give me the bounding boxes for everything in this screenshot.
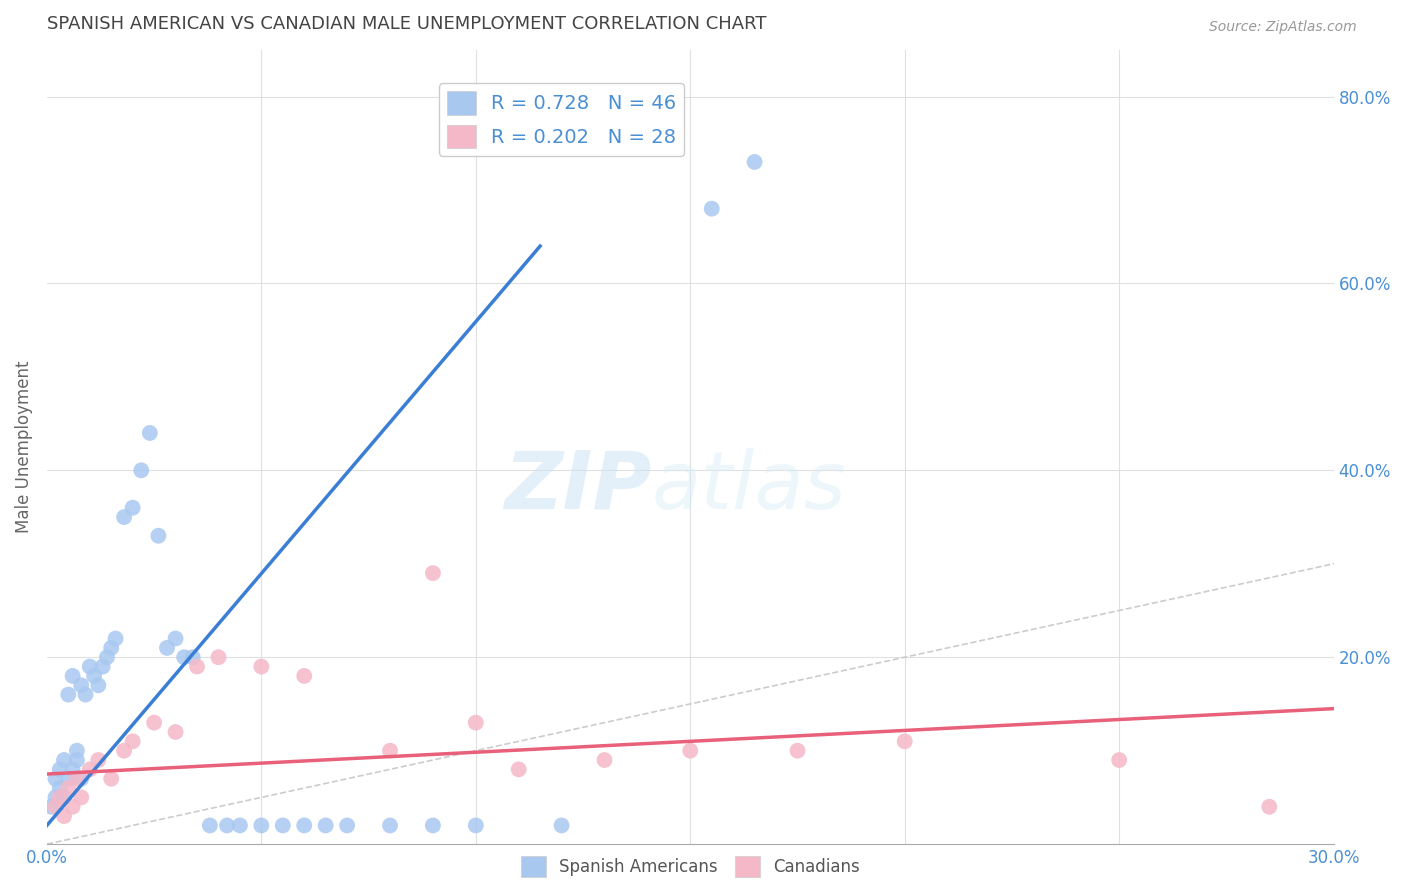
Point — [292, 669, 315, 683]
Point — [121, 500, 143, 515]
Point — [58, 772, 80, 786]
Point — [143, 715, 166, 730]
Point — [1108, 753, 1130, 767]
Point — [139, 425, 162, 440]
Point — [148, 529, 170, 543]
Point — [62, 799, 84, 814]
Point — [422, 818, 444, 832]
Point — [96, 650, 118, 665]
Point — [66, 744, 89, 758]
Point — [207, 650, 229, 665]
Point — [378, 744, 401, 758]
Point — [44, 790, 66, 805]
Point — [336, 818, 359, 832]
Point — [44, 772, 66, 786]
Point — [893, 734, 915, 748]
Point — [378, 818, 401, 832]
Point — [786, 744, 808, 758]
Point — [70, 678, 93, 692]
Point — [292, 818, 315, 832]
Point — [49, 780, 72, 795]
Point — [156, 640, 179, 655]
Legend: Spanish Americans, Canadians: Spanish Americans, Canadians — [515, 850, 866, 883]
Point — [593, 753, 616, 767]
Point — [44, 799, 66, 814]
Point — [550, 818, 572, 832]
Point — [49, 790, 72, 805]
Point — [83, 669, 105, 683]
Text: ZIP: ZIP — [505, 448, 651, 525]
Point — [66, 753, 89, 767]
Point — [79, 763, 101, 777]
Point — [62, 669, 84, 683]
Point — [87, 678, 110, 692]
Point — [679, 744, 702, 758]
Point — [508, 763, 530, 777]
Point — [229, 818, 252, 832]
Point — [165, 632, 187, 646]
Point — [198, 818, 221, 832]
Point — [315, 818, 337, 832]
Point — [112, 744, 135, 758]
Point — [271, 818, 294, 832]
Y-axis label: Male Unemployment: Male Unemployment — [15, 360, 32, 533]
Point — [700, 202, 723, 216]
Point — [87, 753, 110, 767]
Text: Source: ZipAtlas.com: Source: ZipAtlas.com — [1209, 21, 1357, 34]
Point — [49, 763, 72, 777]
Point — [100, 772, 122, 786]
Point — [173, 650, 195, 665]
Point — [66, 772, 89, 786]
Point — [112, 510, 135, 524]
Point — [100, 640, 122, 655]
Point — [215, 818, 238, 832]
Point — [422, 566, 444, 581]
Point — [58, 780, 80, 795]
Point — [121, 734, 143, 748]
Point — [70, 790, 93, 805]
Point — [79, 659, 101, 673]
Point — [464, 715, 486, 730]
Text: SPANISH AMERICAN VS CANADIAN MALE UNEMPLOYMENT CORRELATION CHART: SPANISH AMERICAN VS CANADIAN MALE UNEMPL… — [46, 15, 766, 33]
Point — [1258, 799, 1281, 814]
Point — [129, 463, 152, 477]
Point — [62, 763, 84, 777]
Point — [91, 659, 114, 673]
Point — [53, 809, 76, 823]
Point — [53, 753, 76, 767]
Point — [58, 688, 80, 702]
Point — [744, 155, 766, 169]
Point — [250, 659, 273, 673]
Point — [39, 799, 62, 814]
Point — [165, 725, 187, 739]
Point — [186, 659, 208, 673]
Point — [70, 772, 93, 786]
Point — [464, 818, 486, 832]
Point — [250, 818, 273, 832]
Point — [75, 688, 97, 702]
Point — [104, 632, 127, 646]
Point — [181, 650, 204, 665]
Text: atlas: atlas — [651, 448, 846, 525]
Point — [53, 790, 76, 805]
